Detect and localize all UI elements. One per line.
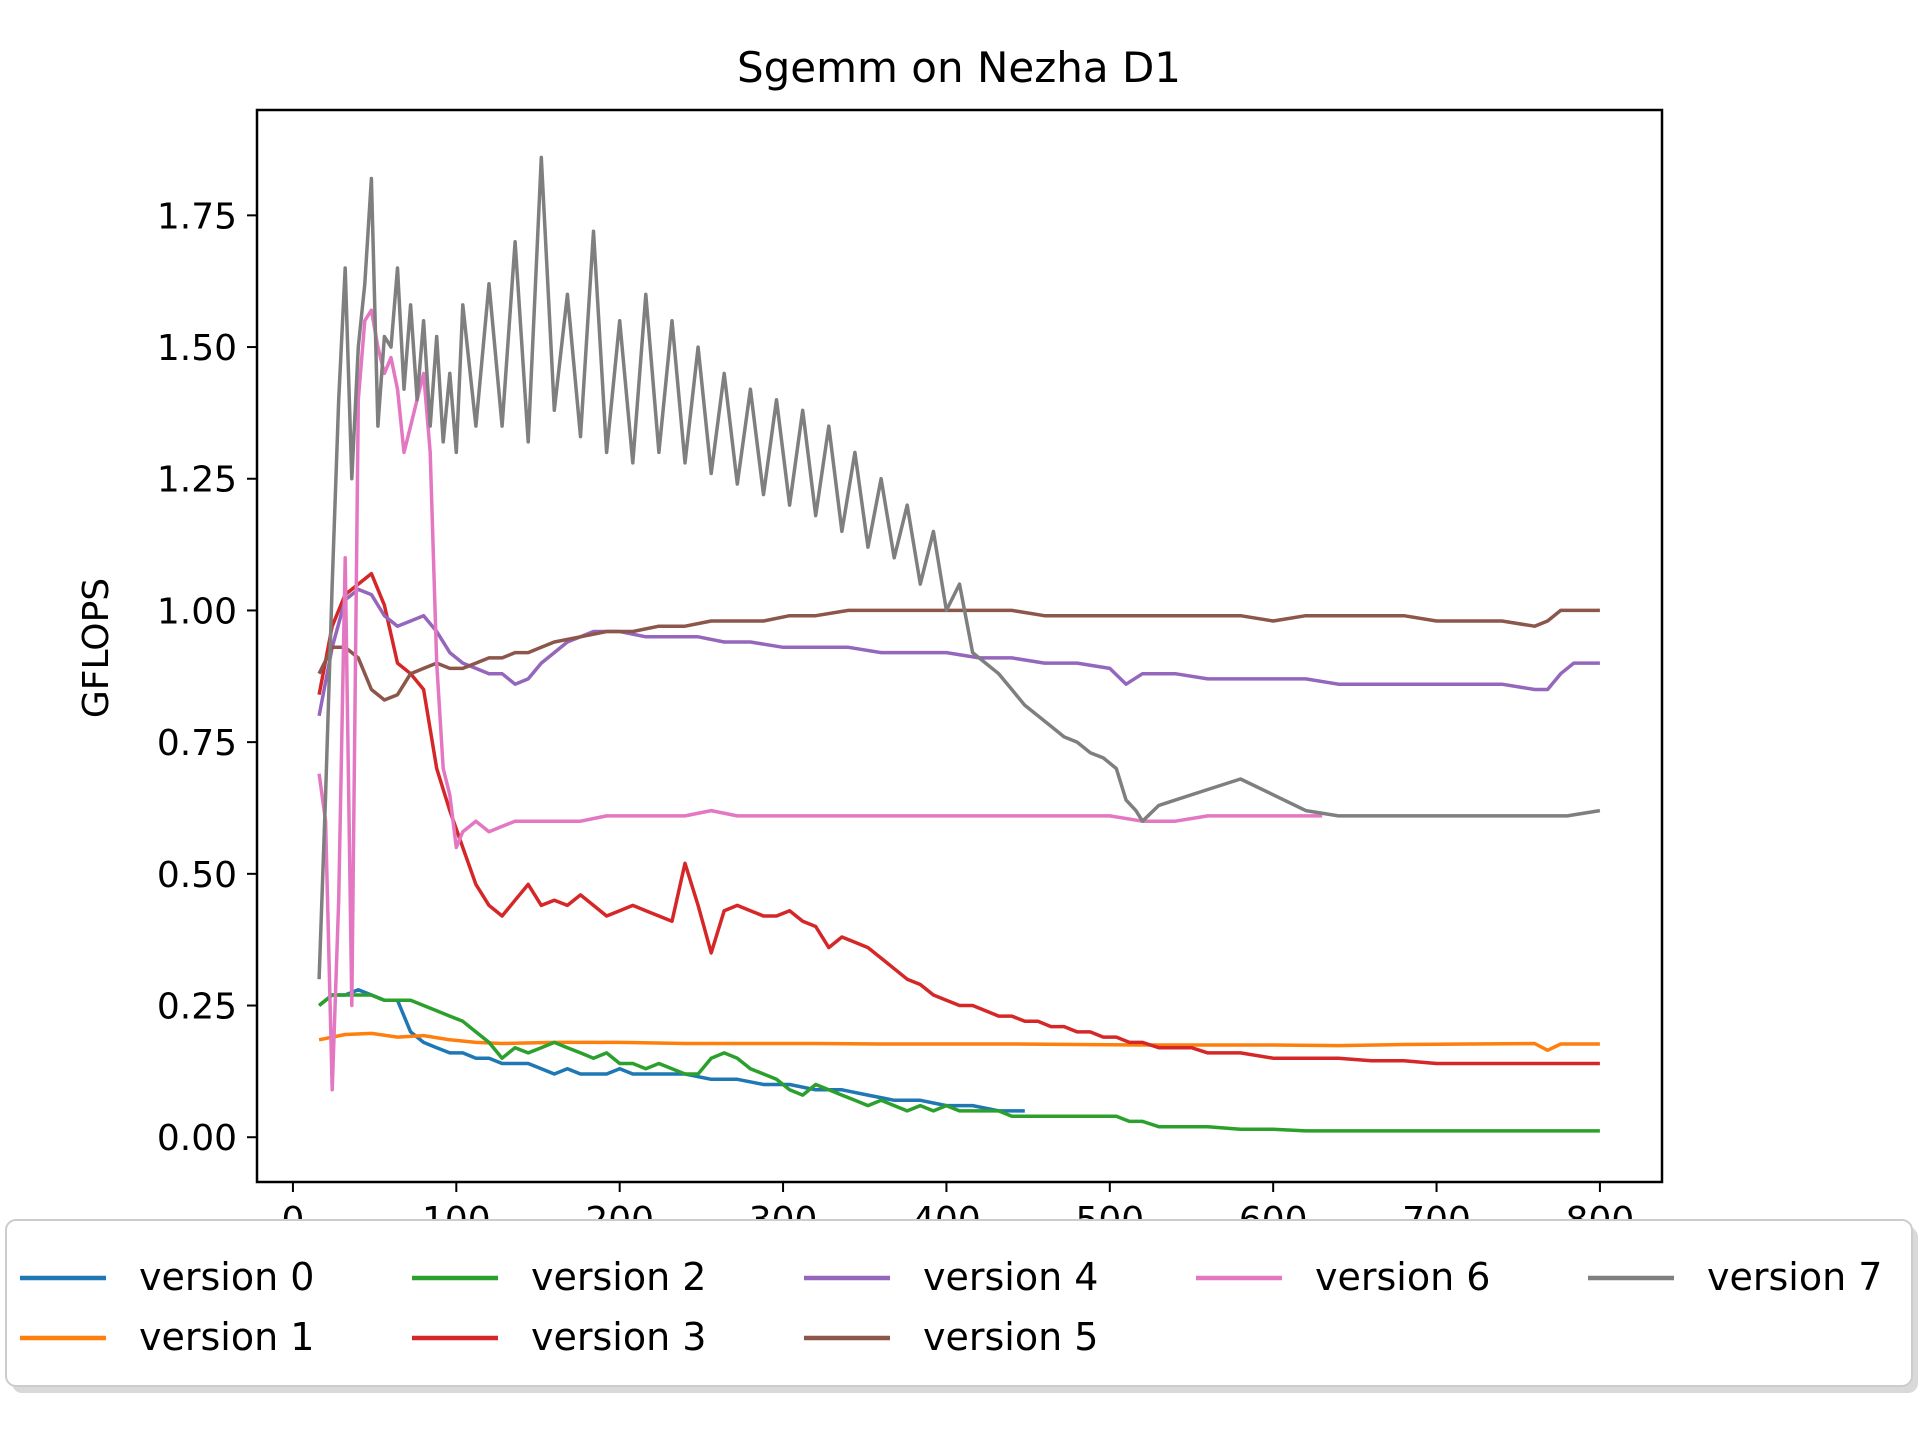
plot-frame [255,108,1664,1184]
y-tick-label: 1.50 [157,328,237,369]
legend-label: version 3 [531,1315,706,1359]
legend-label: version 1 [139,1315,314,1359]
series-line-version-2 [318,993,1600,1133]
y-tick-label: 1.25 [157,460,237,501]
legend-label: version 0 [139,1255,314,1299]
y-axis: 0.00 0.25 0.50 0.75 1.00 1.25 1.50 1.75 [157,196,257,1159]
y-tick-label: 0.50 [157,855,237,896]
y-tick-label: 0.75 [157,723,237,764]
legend-label: version 4 [923,1255,1098,1299]
series-line-version-1 [318,1031,1600,1053]
y-axis-label: GFLOPS [76,578,117,718]
chart-title: Sgemm on Nezha D1 [737,43,1181,92]
legend-label: version 5 [923,1315,1098,1359]
y-tick-label: 1.00 [157,591,237,632]
series-line-version-3 [317,571,1600,1066]
y-tick-label: 1.75 [157,196,237,237]
legend-label: version 2 [531,1255,706,1299]
legend-frame [5,1219,1913,1387]
legend-label: version 7 [1707,1255,1882,1299]
legend-label: version 6 [1315,1255,1490,1299]
y-tick-label: 0.25 [157,987,237,1028]
series-line-version-0 [318,987,1025,1113]
y-tick-label: 0.00 [157,1118,237,1159]
plot-area [317,155,1601,1133]
series-line-version-4 [317,587,1600,717]
series-line-version-6 [317,308,1323,1092]
series-line-version-7 [317,155,1601,980]
legend: version 0 version 1 version 2 version 3 vers… [5,1219,1918,1393]
